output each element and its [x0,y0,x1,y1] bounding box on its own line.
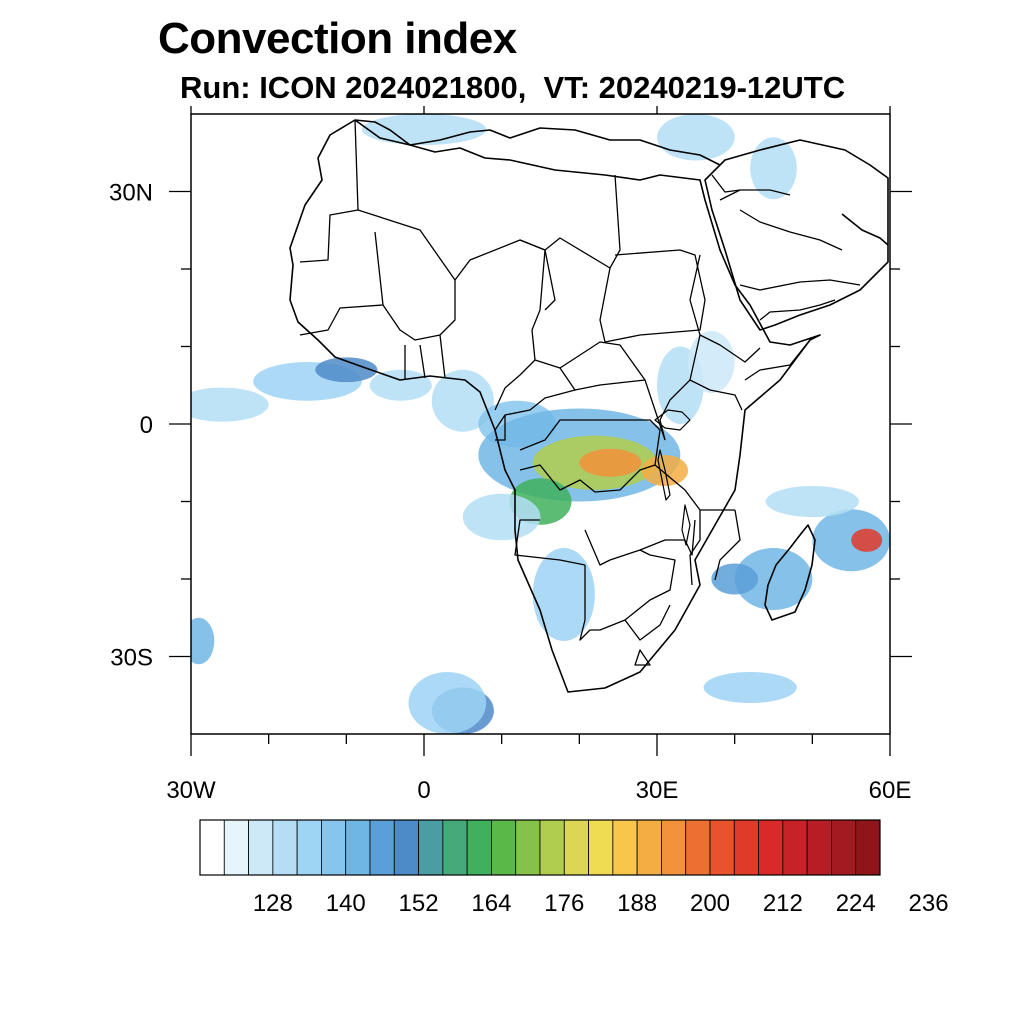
map-title: Convection index [158,14,517,63]
lon-tick-label: 0 [417,777,430,804]
convection-cell-2 [315,357,378,383]
colorbar-frame [199,819,881,876]
colorbar-tick-label: 140 [326,890,366,917]
convection-cell-22 [703,672,797,703]
colorbar-swatch [782,819,808,876]
arabia-coastline [704,139,889,331]
colorbar-swatch [345,819,371,876]
colorbar-swatch [272,819,298,876]
lakes [654,409,691,546]
colorbar-swatch [636,819,662,876]
convection-cell-11 [532,548,595,641]
colorbar-tick-label: 236 [909,890,949,917]
convection-cell-23 [361,114,487,145]
colorbar: 128 140 152 164 176 188 200 212 224 236 [199,819,949,917]
colorbar-swatch [612,819,638,876]
convection-cell-13 [734,548,813,610]
colorbar-swatch [296,819,322,876]
colorbar-swatch [855,819,881,876]
colorbar-swatch [661,819,687,876]
convection-cell-25 [750,137,797,200]
colorbar-swatch [466,819,492,876]
colorbar-tick-label: 128 [253,890,293,917]
colorbar-tick-label: 200 [690,890,730,917]
colorbar-swatch [418,819,444,876]
colorbar-tick-label: 212 [763,890,803,917]
convection-cell-17 [765,486,859,517]
colorbar-swatch [806,819,832,876]
colorbar-swatch [831,819,857,876]
colorbar-swatch [539,819,565,876]
axis-labels: 30W 0 30E 60E 30N 0 30S [109,180,911,805]
lat-tick-label: 30S [110,645,153,672]
convection-cell-21 [408,672,487,734]
colorbar-swatch [199,819,225,876]
colorbar-swatch [685,819,711,876]
mediterranean-coast [354,119,721,166]
lon-tick-label: 60E [869,777,912,804]
colorbar-tick-label: 188 [617,890,657,917]
convection-cell-14 [711,563,758,595]
colorbar-swatch [442,819,468,876]
colorbar-swatch [248,819,274,876]
convection-cell-4 [431,369,494,432]
colorbar-swatch [223,819,249,876]
convection-cell-8 [579,448,642,477]
lon-tick-label: 30W [166,777,216,804]
colorbar-swatch [709,819,735,876]
axis-ticks [169,106,912,756]
colorbar-swatch [563,819,589,876]
convection-cell-26 [191,617,215,665]
lat-tick-label: 30N [109,180,153,207]
convection-field [191,114,890,734]
convection-cell-16 [851,528,883,552]
colorbar-tick-label: 224 [836,890,876,917]
colorbar-tick-label: 164 [471,890,511,917]
convection-cell-12 [462,493,541,541]
country-borders [299,119,861,666]
colorbar-swatch [369,819,395,876]
colorbar-swatch [733,819,759,876]
colorbar-swatch [321,819,347,876]
convection-cell-3 [369,369,432,401]
africa-coastline [289,119,821,693]
lon-tick-label: 30E [636,777,679,804]
lat-tick-label: 0 [140,412,153,439]
gulf-coast [841,213,889,246]
colorbar-swatch [515,819,541,876]
madagascar-coastline [764,524,816,621]
colorbar-tick-label: 152 [399,890,439,917]
colorbar-swatch [758,819,784,876]
colorbar-swatch [588,819,614,876]
colorbar-swatch [491,819,517,876]
convection-cell-24 [657,114,735,161]
coastlines-and-borders [289,119,889,693]
colorbar-swatch [393,819,419,876]
convection-cell-0 [191,387,269,422]
colorbar-tick-label: 176 [544,890,584,917]
map-subtitle: Run: ICON 2024021800, VT: 20240219-12UTC [180,70,846,105]
